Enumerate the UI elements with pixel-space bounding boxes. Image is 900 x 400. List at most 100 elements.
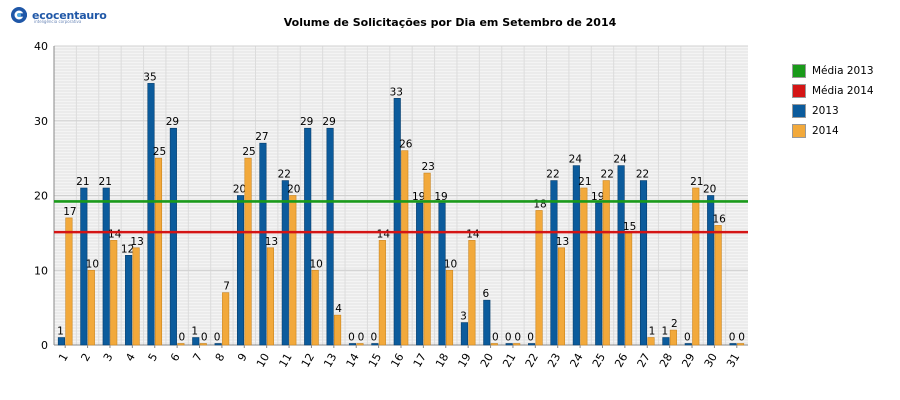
logo-icon (11, 7, 27, 23)
bar-2013 (125, 255, 133, 346)
bar-2014 (468, 240, 476, 346)
y-tick-label: 30 (34, 115, 48, 128)
x-tick-label: 27 (635, 351, 653, 370)
legend-swatch (792, 64, 806, 78)
x-tick-label: 31 (724, 351, 742, 370)
x-tick-label: 3 (101, 351, 116, 364)
data-label: 1 (191, 326, 198, 338)
bar-2014 (222, 292, 230, 346)
bar-2013 (572, 165, 580, 346)
data-label: 19 (591, 191, 604, 203)
bar-2014 (513, 343, 521, 346)
x-tick-label: 26 (612, 351, 630, 370)
data-label: 25 (242, 146, 255, 158)
x-tick-label: 19 (456, 351, 474, 370)
bar-2014 (401, 150, 409, 346)
bar-2013 (483, 299, 491, 346)
x-tick-label: 20 (478, 351, 496, 370)
data-label: 10 (444, 258, 457, 270)
data-label: 0 (492, 332, 499, 344)
legend-swatch (792, 84, 806, 98)
bar-2013 (214, 343, 222, 346)
x-tick-label: 15 (366, 351, 384, 370)
data-label: 13 (556, 236, 569, 248)
x-tick-label: 21 (500, 351, 518, 370)
bar-2014 (199, 343, 207, 346)
bar-2013 (348, 343, 357, 346)
data-label: 0 (348, 332, 355, 344)
x-tick-label: 6 (168, 351, 183, 364)
logo: ecocentauro inteligência corporativa (10, 4, 107, 26)
bar-2013 (371, 343, 379, 346)
bar-2013 (684, 343, 692, 346)
data-label: 0 (514, 332, 521, 344)
x-tick-label: 22 (523, 351, 541, 370)
bar-2014 (423, 172, 431, 346)
y-tick-label: 10 (34, 264, 48, 277)
bar-2014 (737, 343, 745, 346)
bar-2013 (169, 127, 177, 346)
bar-2014 (625, 232, 633, 346)
bar-2014 (334, 314, 342, 346)
bar-2013 (304, 127, 312, 346)
bar-2013 (617, 165, 625, 346)
data-label: 14 (377, 228, 391, 240)
legend-item-2013: 2013 (792, 101, 874, 121)
bar-2013 (662, 337, 670, 346)
data-label: 20 (233, 184, 246, 196)
data-label: 2 (671, 318, 678, 330)
bar-2013 (416, 202, 424, 346)
bar-2013 (595, 202, 603, 346)
bar-2014 (445, 269, 454, 346)
data-label: 21 (99, 176, 112, 188)
data-label: 6 (482, 288, 489, 300)
legend-item-media-2013: Média 2013 (792, 61, 874, 81)
x-tick-label: 17 (411, 351, 429, 370)
data-label: 0 (371, 332, 378, 344)
data-label: 24 (613, 154, 627, 166)
bar-2014 (132, 247, 140, 346)
x-tick-label: 30 (702, 351, 720, 370)
data-label: 20 (287, 184, 300, 196)
bar-2014 (110, 240, 118, 346)
data-label: 29 (166, 116, 179, 128)
data-label: 22 (636, 169, 649, 181)
bar-2014 (535, 210, 543, 346)
bar-2014 (557, 247, 566, 346)
bar-2014 (266, 247, 274, 346)
bar-2013 (281, 180, 289, 346)
data-label: 13 (130, 236, 143, 248)
x-tick-label: 9 (235, 351, 250, 364)
bar-2013 (438, 202, 446, 346)
bar-2013 (460, 322, 468, 346)
bar-2013 (505, 343, 513, 346)
bar-2013 (393, 98, 401, 346)
legend-item-2014: 2014 (792, 121, 874, 141)
bar-2013 (528, 343, 536, 346)
x-tick-label: 11 (276, 351, 294, 370)
data-label: 1 (57, 326, 64, 338)
bar-2014 (669, 329, 677, 346)
data-label: 19 (434, 191, 447, 203)
x-tick-label: 12 (299, 351, 317, 370)
data-label: 0 (505, 332, 512, 344)
data-label: 23 (421, 161, 434, 173)
bar-2013 (192, 337, 200, 346)
bar-2014 (490, 343, 498, 346)
bar-2014 (692, 187, 700, 346)
data-label: 25 (153, 146, 166, 158)
data-label: 15 (623, 221, 636, 233)
data-label: 21 (76, 176, 89, 188)
data-label: 17 (63, 206, 76, 218)
bar-2014 (154, 157, 163, 346)
legend-label: Média 2014 (812, 85, 874, 97)
legend-item-media-2014: Média 2014 (792, 81, 874, 101)
data-label: 1 (662, 326, 669, 338)
data-label: 4 (335, 303, 342, 315)
y-tick-label: 0 (41, 339, 48, 352)
legend-label: Média 2013 (812, 65, 874, 77)
bar-2014 (647, 337, 655, 346)
data-label: 7 (223, 281, 230, 293)
data-label: 0 (201, 332, 208, 344)
